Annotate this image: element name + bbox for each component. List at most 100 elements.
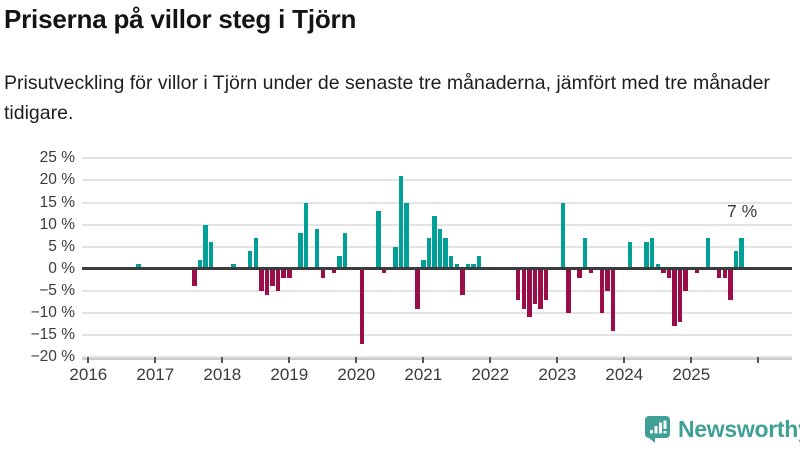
bar-positive — [649, 237, 655, 269]
grid-line — [82, 245, 792, 248]
y-axis-tick-label: −15 % — [30, 326, 75, 344]
y-axis-tick-label: 10 % — [39, 215, 75, 233]
x-axis-year-label: 2020 — [337, 365, 376, 384]
bar-negative — [599, 268, 605, 313]
bar-positive — [739, 237, 744, 269]
x-axis-year-label: 2023 — [538, 365, 577, 384]
bar-negative — [381, 268, 387, 274]
x-axis-tick — [87, 357, 90, 363]
x-axis-year-label: 2024 — [605, 365, 644, 384]
grid-line — [82, 201, 792, 204]
bar-positive — [231, 264, 236, 269]
x-axis-tick — [757, 357, 760, 363]
bar-positive — [448, 255, 454, 269]
x-axis-year-label: 2022 — [471, 365, 510, 384]
y-axis-tick-label: 25 % — [39, 149, 75, 167]
page-title: Priserna på villor steg i Tjörn — [4, 4, 357, 34]
bar-negative — [521, 268, 527, 309]
grid-line — [82, 179, 792, 182]
newsworthy-logo-text: Newsworthy — [678, 415, 800, 442]
bar-positive — [136, 264, 141, 269]
bar-negative — [538, 268, 543, 309]
bar-positive — [426, 237, 432, 269]
bar-negative — [610, 268, 616, 331]
bar-positive — [247, 251, 253, 269]
y-axis-tick-label: 5 % — [48, 237, 75, 255]
x-axis-tick — [355, 357, 358, 363]
bar-negative — [683, 268, 688, 291]
bar-positive — [203, 224, 208, 269]
bar-positive — [404, 202, 409, 269]
bar-positive — [376, 211, 381, 269]
bar-negative — [287, 268, 292, 278]
bar-positive — [476, 255, 482, 269]
bar-negative — [672, 268, 677, 327]
bar-positive — [303, 202, 309, 269]
newsworthy-logo: Newsworthy — [644, 415, 800, 443]
bar-negative — [259, 268, 264, 291]
bar-negative — [588, 268, 594, 274]
bar-negative — [359, 268, 365, 344]
bar-negative — [415, 268, 420, 309]
y-axis-tick-label: 20 % — [39, 171, 75, 189]
y-axis-tick-label: −10 % — [30, 304, 75, 321]
grid-line — [82, 334, 792, 337]
x-axis-tick — [154, 357, 157, 363]
bar-negative — [661, 268, 666, 274]
bar-positive — [398, 176, 404, 269]
x-axis-year-label: 2017 — [136, 365, 175, 384]
y-axis-tick-label: −20 % — [30, 348, 75, 366]
bar-positive — [655, 264, 661, 269]
bar-negative — [722, 268, 728, 278]
x-axis-tick — [556, 357, 559, 363]
x-axis-tick — [422, 357, 425, 363]
x-axis-year-label: 2025 — [672, 365, 711, 384]
bar-positive — [208, 242, 214, 269]
bar-negative — [192, 268, 197, 287]
grid-line — [82, 223, 792, 226]
bar-negative — [281, 268, 286, 278]
bar-positive — [627, 242, 633, 269]
bar-negative — [331, 268, 337, 274]
bar-negative — [320, 268, 326, 278]
bar-positive — [465, 264, 471, 269]
grid-line — [82, 312, 792, 314]
bar-positive — [253, 237, 259, 269]
bar-negative — [270, 268, 275, 287]
bar-negative — [577, 268, 582, 278]
bar-positive — [437, 229, 443, 269]
grid-line — [82, 157, 792, 160]
x-axis-tick — [623, 357, 626, 363]
bar-negative — [716, 268, 722, 278]
x-axis-tick — [288, 357, 291, 363]
x-axis-line — [82, 358, 792, 360]
bar-positive — [443, 237, 448, 269]
bar-positive — [471, 264, 476, 269]
bar-positive — [454, 264, 460, 269]
y-axis-tick-label: −5 % — [39, 281, 75, 299]
bar-positive — [314, 229, 320, 269]
newsworthy-logo-icon — [645, 416, 670, 443]
y-axis-tick-label: 15 % — [39, 193, 75, 211]
chart-subtitle: Prisutveckling för villor i Tjörn under … — [4, 72, 770, 124]
bar-positive — [197, 260, 203, 269]
bar-positive — [432, 215, 437, 269]
bar-negative — [694, 268, 700, 274]
bar-positive — [337, 255, 342, 269]
bar-negative — [515, 268, 521, 300]
y-axis-tick-label: 0 % — [48, 259, 75, 277]
latest-value-label: 7 % — [727, 201, 758, 221]
bar-positive — [560, 202, 566, 269]
x-axis-tick — [690, 357, 693, 363]
bar-positive — [644, 242, 649, 269]
x-axis-year-label: 2019 — [270, 365, 309, 384]
bar-positive — [733, 251, 739, 269]
grid-line — [82, 356, 792, 359]
bar-negative — [605, 268, 610, 291]
bar-negative — [543, 268, 549, 300]
bar-negative — [666, 268, 672, 278]
bar-positive — [582, 237, 588, 269]
bar-negative — [264, 268, 270, 296]
